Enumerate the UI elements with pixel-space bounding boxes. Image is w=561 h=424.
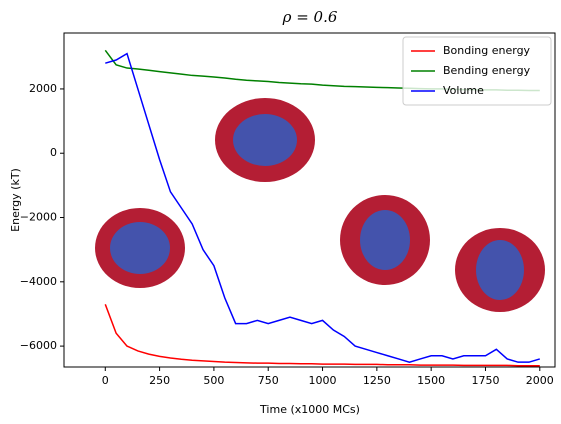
y-tick-label: −2000 xyxy=(20,211,57,224)
y-tick-label: 2000 xyxy=(29,82,57,95)
y-axis-label: Energy (kT) xyxy=(9,168,22,232)
x-tick-label: 1000 xyxy=(309,374,337,387)
x-tick-label: 1750 xyxy=(471,374,499,387)
x-tick-label: 1250 xyxy=(363,374,391,387)
legend-label: Volume xyxy=(443,84,484,97)
legend-label: Bending energy xyxy=(443,64,531,77)
x-tick-label: 750 xyxy=(258,374,279,387)
line xyxy=(105,52,541,363)
x-tick-label: 0 xyxy=(102,374,109,387)
chart-title: ρ = 0.6 xyxy=(282,8,338,26)
y-tick-label: 0 xyxy=(50,146,57,159)
legend-label: Bonding energy xyxy=(443,44,531,57)
x-tick-label: 250 xyxy=(149,374,170,387)
y-tick-label: −6000 xyxy=(20,339,57,352)
x-tick-label: 2000 xyxy=(526,374,554,387)
y-tick-label: −4000 xyxy=(20,275,57,288)
plot-frame xyxy=(63,32,556,368)
legend-box xyxy=(402,36,552,106)
x-axis-label: Time (x1000 MCs) xyxy=(259,403,360,416)
decorative-shapes xyxy=(95,98,545,312)
x-tick-label: 500 xyxy=(203,374,224,387)
x-tick-label: 1500 xyxy=(417,374,445,387)
line xyxy=(104,304,540,367)
